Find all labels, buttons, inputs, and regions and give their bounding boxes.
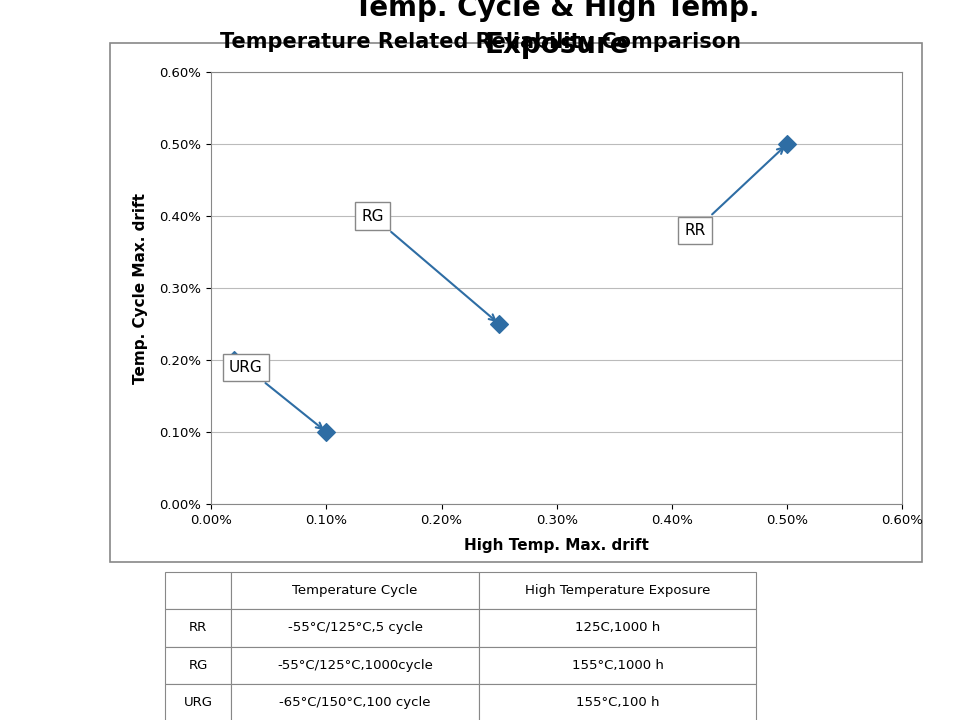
Text: RG: RG <box>361 209 495 320</box>
Y-axis label: Temp. Cycle Max. drift: Temp. Cycle Max. drift <box>133 192 149 384</box>
Point <box>492 318 507 330</box>
Title: Temp. Cycle & High Temp.
Exposure: Temp. Cycle & High Temp. Exposure <box>354 0 759 58</box>
X-axis label: High Temp. Max. drift: High Temp. Max. drift <box>465 538 649 553</box>
Point <box>227 354 242 366</box>
Point <box>319 426 334 438</box>
Text: URG: URG <box>228 360 323 429</box>
Text: Temperature Related Reliability Comparison: Temperature Related Reliability Comparis… <box>220 32 740 53</box>
Text: RR: RR <box>684 148 783 238</box>
Point <box>780 138 795 150</box>
